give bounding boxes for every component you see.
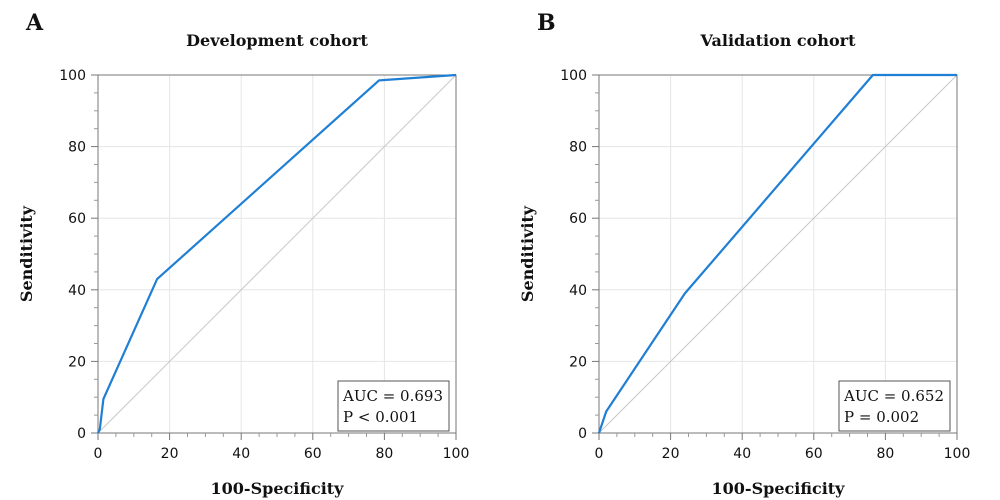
x-tick-label: 20 xyxy=(161,446,179,462)
panel-letter: A xyxy=(25,10,44,36)
p-value: P < 0.001 xyxy=(343,408,418,426)
roc-curve xyxy=(97,73,457,434)
y-tick-label: 40 xyxy=(569,283,587,299)
y-axis-label: Senditivity xyxy=(17,205,36,302)
x-tick-label: 80 xyxy=(876,446,894,462)
x-tick-label: 60 xyxy=(304,446,322,462)
y-tick-label: 80 xyxy=(68,140,86,156)
y-tick-label: 60 xyxy=(68,211,86,227)
y-axis-label: Senditivity xyxy=(518,205,537,302)
chart-panel-b: B Validation cohort 0 20 40 60 80 100 0 20 40 60 80 1… xyxy=(518,10,970,498)
auc-value: AUC = 0.693 xyxy=(342,387,443,405)
y-tick-label: 0 xyxy=(578,426,587,442)
x-tick-label: 60 xyxy=(805,446,823,462)
auc-value: AUC = 0.652 xyxy=(843,387,944,405)
chart-title: Validation cohort xyxy=(700,31,857,50)
annotation-box xyxy=(337,380,450,432)
x-tick-label: 100 xyxy=(944,446,971,462)
x-axis-label: 100-Specificity xyxy=(712,479,846,498)
x-tick-label: 20 xyxy=(662,446,680,462)
auc-annotation: AUC = 0.693 P < 0.001 xyxy=(337,380,450,432)
y-tick-label: 100 xyxy=(59,68,86,84)
y-tick-label: 60 xyxy=(569,211,587,227)
p-value: P = 0.002 xyxy=(844,408,919,426)
x-tick-label: 100 xyxy=(443,446,470,462)
y-tick-label: 20 xyxy=(68,354,86,370)
chart-title: Development cohort xyxy=(186,31,368,50)
annotation-box xyxy=(838,380,951,432)
y-tick-label: 80 xyxy=(569,140,587,156)
y-tick-label: 0 xyxy=(77,426,86,442)
x-tick-label: 0 xyxy=(94,446,103,462)
y-tick-label: 20 xyxy=(569,354,587,370)
chart-panel-a: A Development cohort 0 20 40 60 80 100 0 20 40 60 80… xyxy=(17,10,469,498)
y-tick-label: 100 xyxy=(560,68,587,84)
x-tick-label: 80 xyxy=(375,446,393,462)
reference-line xyxy=(97,74,457,434)
roc-curve xyxy=(597,73,957,434)
reference-line xyxy=(598,74,958,434)
x-tick-label: 40 xyxy=(232,446,250,462)
auc-annotation: AUC = 0.652 P = 0.002 xyxy=(838,380,951,432)
y-tick-label: 40 xyxy=(68,283,86,299)
x-tick-label: 0 xyxy=(595,446,604,462)
x-axis-label: 100-Specificity xyxy=(211,479,345,498)
panel-letter: B xyxy=(537,10,556,36)
x-tick-label: 40 xyxy=(733,446,751,462)
